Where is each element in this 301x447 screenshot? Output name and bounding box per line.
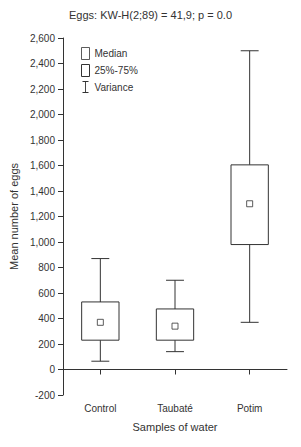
svg-text:1,200: 1,200 (30, 211, 55, 222)
svg-text:25%-75%: 25%-75% (95, 65, 138, 76)
svg-text:2,600: 2,600 (30, 33, 55, 44)
svg-text:-200: -200 (35, 390, 55, 401)
svg-text:Control: Control (84, 403, 116, 414)
svg-text:200: 200 (38, 339, 55, 350)
svg-text:Eggs: KW-H(2;89) = 41,9; p = 0: Eggs: KW-H(2;89) = 41,9; p = 0.0 (69, 9, 232, 21)
svg-text:Mean number of eggs: Mean number of eggs (8, 162, 20, 270)
svg-text:400: 400 (38, 313, 55, 324)
svg-text:1,600: 1,600 (30, 160, 55, 171)
svg-text:1,400: 1,400 (30, 186, 55, 197)
svg-text:1,800: 1,800 (30, 135, 55, 146)
svg-text:2,200: 2,200 (30, 84, 55, 95)
svg-text:1,000: 1,000 (30, 237, 55, 248)
svg-text:0: 0 (49, 364, 55, 375)
svg-text:Samples of water: Samples of water (133, 421, 218, 433)
svg-text:800: 800 (38, 262, 55, 273)
svg-text:2,400: 2,400 (30, 58, 55, 69)
svg-text:Taubaté: Taubaté (157, 403, 193, 414)
svg-text:600: 600 (38, 288, 55, 299)
svg-text:Median: Median (95, 48, 128, 59)
svg-text:Potim: Potim (237, 403, 263, 414)
svg-text:2,000: 2,000 (30, 109, 55, 120)
svg-text:Variance: Variance (95, 82, 134, 93)
